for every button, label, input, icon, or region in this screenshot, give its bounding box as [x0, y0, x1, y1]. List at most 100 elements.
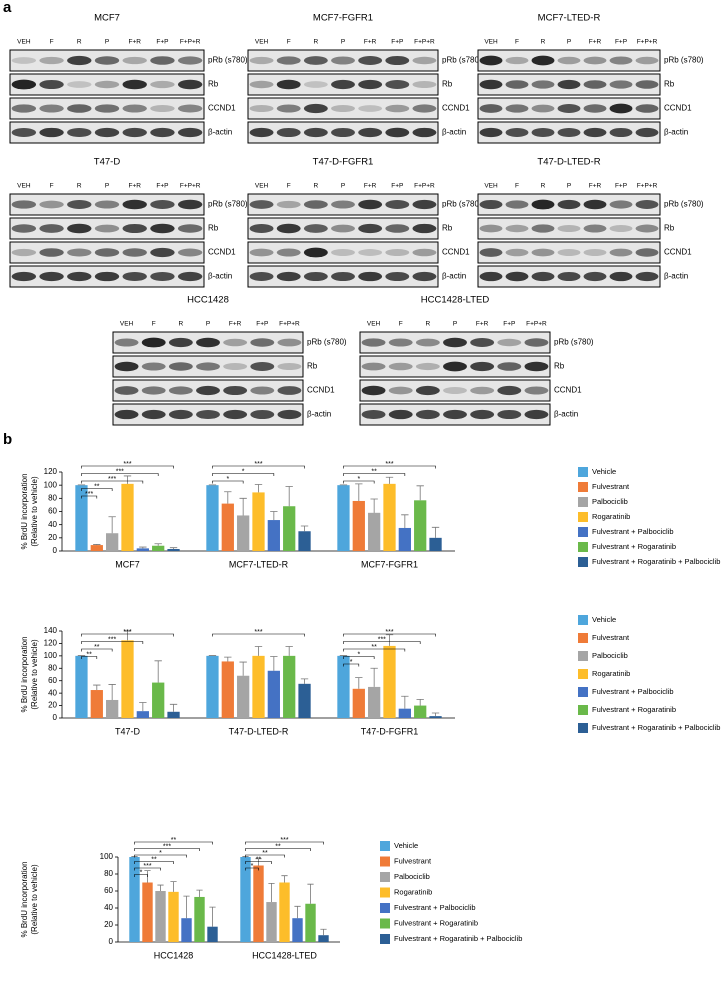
- legend-swatch: [578, 497, 588, 507]
- error-bar: [108, 516, 116, 534]
- significance-label: ***: [385, 629, 393, 636]
- blot-band: [470, 361, 495, 372]
- lane-label: R: [541, 183, 546, 190]
- blot-band: [524, 361, 549, 372]
- blot-band: [177, 56, 203, 65]
- row-label: CCND1: [307, 386, 335, 395]
- blot-band: [122, 199, 147, 210]
- significance-label: **: [171, 837, 177, 844]
- bar: [206, 655, 219, 718]
- error-bar: [431, 712, 440, 717]
- lane-label: VEH: [367, 321, 381, 328]
- significance-bracket: [343, 633, 436, 637]
- lane-label: R: [426, 321, 431, 328]
- significance-bracket: [212, 480, 244, 484]
- bar: [221, 503, 234, 551]
- bar: [267, 670, 280, 718]
- blot-title: HCC1428-LTED: [421, 295, 490, 306]
- blot-band: [583, 199, 607, 210]
- significance-bracket: [245, 848, 311, 851]
- blot-band: [415, 338, 440, 347]
- blot-band: [196, 337, 220, 348]
- blot-band: [412, 199, 437, 210]
- error-bar: [254, 484, 263, 493]
- bar: [168, 891, 179, 942]
- lane-label: F+R: [229, 321, 242, 328]
- blot-band: [524, 386, 549, 395]
- legend-label: Fulvestrant + Rogaratinib + Palbociclib: [592, 557, 720, 566]
- blot-band: [331, 104, 355, 113]
- blot-band: [524, 409, 549, 420]
- blot-band: [94, 271, 120, 282]
- blot-band: [122, 223, 147, 234]
- blot-band: [249, 271, 274, 282]
- blot-band: [303, 224, 328, 233]
- lane-label: P: [341, 183, 345, 190]
- significance-label: ***: [163, 844, 171, 851]
- blot-band: [497, 338, 522, 347]
- error-bar: [401, 695, 409, 709]
- blot-band: [412, 271, 437, 282]
- significance-bracket: [212, 465, 305, 469]
- blot-band: [276, 271, 301, 282]
- bar: [337, 485, 350, 551]
- bar: [383, 645, 396, 718]
- significance-label: *: [350, 659, 353, 666]
- blot-band: [505, 248, 529, 257]
- y-tick-label: 0: [109, 937, 114, 946]
- bar: [167, 711, 180, 718]
- legend-swatch: [578, 633, 588, 643]
- bar: [368, 512, 381, 551]
- blot-band: [67, 223, 92, 234]
- blot-band: [94, 104, 120, 113]
- blot-band: [505, 224, 529, 233]
- significance-bracket: [343, 465, 436, 469]
- blot-band: [505, 127, 529, 138]
- bar: [221, 661, 234, 718]
- blot-band: [358, 56, 383, 65]
- bar: [429, 716, 442, 718]
- x-tick-label: HCC1428-LTED: [252, 950, 317, 960]
- row-label: CCND1: [554, 386, 582, 395]
- blot-band: [531, 80, 555, 89]
- blot-band: [388, 409, 413, 420]
- bar: [305, 903, 316, 942]
- blot-band: [177, 224, 203, 233]
- blot-band: [277, 338, 302, 347]
- legend-label: Palbociclib: [394, 872, 430, 881]
- blot-band: [39, 224, 64, 233]
- blot-band: [557, 271, 581, 282]
- lane-label: F: [399, 321, 403, 328]
- legend-swatch: [578, 651, 588, 661]
- blot-band: [11, 104, 37, 113]
- blot-band: [150, 223, 175, 234]
- x-tick-label: T47-D-FGFR1: [361, 726, 419, 736]
- blot-band: [196, 409, 220, 420]
- blot-band: [331, 271, 355, 282]
- lane-label: F+P: [615, 39, 627, 46]
- legend-swatch: [380, 934, 390, 944]
- blot-band: [479, 55, 503, 66]
- error-bar: [139, 702, 147, 712]
- y-tick-label: 80: [104, 869, 113, 878]
- blot-band: [122, 56, 147, 65]
- bar: [167, 549, 180, 551]
- blot-band: [385, 104, 410, 113]
- blot-band: [67, 248, 92, 257]
- blot-band: [470, 386, 495, 395]
- bar: [368, 686, 381, 718]
- y-tick-label: 60: [48, 507, 57, 516]
- blot-band: [39, 271, 64, 282]
- bar: [279, 882, 290, 942]
- significance-label: **: [371, 469, 377, 476]
- blot-band: [11, 200, 37, 209]
- lane-label: P: [453, 321, 457, 328]
- bar: [283, 655, 296, 718]
- blot-band: [358, 199, 383, 210]
- y-axis-label: (Relative to vehicle): [30, 476, 39, 547]
- legend-swatch: [380, 903, 390, 913]
- legend-swatch: [380, 841, 390, 851]
- x-tick-label: T47-D: [115, 726, 141, 736]
- blot-band: [361, 362, 386, 371]
- bar: [106, 699, 119, 718]
